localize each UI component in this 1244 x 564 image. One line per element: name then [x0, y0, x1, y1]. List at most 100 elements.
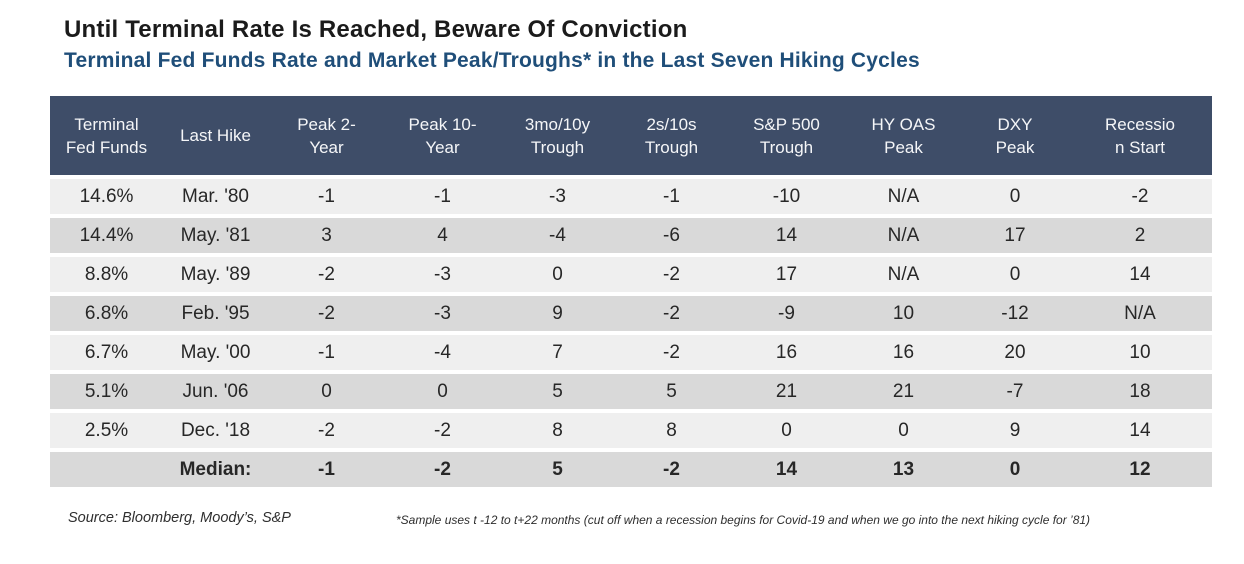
column-header: S&P 500 Trough: [728, 96, 845, 175]
table-cell: Dec. '18: [163, 413, 268, 448]
table-cell: 5.1%: [50, 374, 163, 409]
table-cell: 14: [1068, 257, 1212, 292]
column-header: Recessio n Start: [1068, 96, 1212, 175]
column-header: Terminal Fed Funds: [50, 96, 163, 175]
table-cell: -10: [728, 179, 845, 214]
table-row: 8.8% May. '89 -2 -3 0 -2 17 N/A 0 14: [50, 257, 1212, 292]
table-cell: Feb. '95: [163, 296, 268, 331]
table-cell: Median:: [163, 452, 268, 487]
table-cell: 9: [962, 413, 1068, 448]
table-cell: N/A: [845, 179, 962, 214]
table-cell: Mar. '80: [163, 179, 268, 214]
table-cell: 8.8%: [50, 257, 163, 292]
median-row: Median: -1 -2 5 -2 14 13 0 12: [50, 452, 1212, 487]
table-cell: May. '81: [163, 218, 268, 253]
table-cell: -2: [385, 413, 500, 448]
table-cell: -2: [268, 413, 385, 448]
table-cell: 17: [962, 218, 1068, 253]
table-cell: 0: [385, 374, 500, 409]
table-body: 14.6% Mar. '80 -1 -1 -3 -1 -10 N/A 0 -2 14.4% May. …: [50, 179, 1212, 487]
column-header: Last Hike: [163, 96, 268, 175]
table-cell: -1: [268, 335, 385, 370]
table-row: 6.8% Feb. '95 -2 -3 9 -2 -9 10 -12 N/A: [50, 296, 1212, 331]
table-cell: 14: [728, 452, 845, 487]
table-cell: -3: [500, 179, 615, 214]
table-cell: 4: [385, 218, 500, 253]
table-cell: 6.7%: [50, 335, 163, 370]
page-subtitle: Terminal Fed Funds Rate and Market Peak/…: [64, 49, 920, 72]
table-cell: -4: [385, 335, 500, 370]
table-cell: 5: [500, 374, 615, 409]
page-title: Until Terminal Rate Is Reached, Beware O…: [64, 16, 688, 43]
column-header: DXY Peak: [962, 96, 1068, 175]
table-cell: 0: [962, 452, 1068, 487]
table-header-row: Terminal Fed Funds Last Hike Peak 2- Year P…: [50, 96, 1212, 175]
table-cell: 7: [500, 335, 615, 370]
table-row: 14.4% May. '81 3 4 -4 -6 14 N/A 17 2: [50, 218, 1212, 253]
table-cell: 6.8%: [50, 296, 163, 331]
table-cell: 13: [845, 452, 962, 487]
table-cell: -2: [615, 257, 728, 292]
table-cell: -2: [268, 257, 385, 292]
table-cell: 5: [615, 374, 728, 409]
table-cell: 0: [728, 413, 845, 448]
table-cell: 14.6%: [50, 179, 163, 214]
table-cell: 16: [845, 335, 962, 370]
table-cell: 0: [500, 257, 615, 292]
column-header: 2s/10s Trough: [615, 96, 728, 175]
table-cell: -6: [615, 218, 728, 253]
table-cell: 0: [962, 179, 1068, 214]
table-cell: 18: [1068, 374, 1212, 409]
table-cell: -2: [615, 335, 728, 370]
table-cell: N/A: [845, 257, 962, 292]
table-cell: -9: [728, 296, 845, 331]
table-row: 5.1% Jun. '06 0 0 5 5 21 21 -7 18: [50, 374, 1212, 409]
table-cell: 14: [1068, 413, 1212, 448]
table-cell: -3: [385, 257, 500, 292]
table-cell: -12: [962, 296, 1068, 331]
source-note: Source: Bloomberg, Moody’s, S&P: [68, 510, 291, 526]
table-cell: 2.5%: [50, 413, 163, 448]
table-cell: 10: [845, 296, 962, 331]
column-header: Peak 10- Year: [385, 96, 500, 175]
table-cell: 0: [845, 413, 962, 448]
table-cell: -1: [615, 179, 728, 214]
table-cell: N/A: [1068, 296, 1212, 331]
table-cell: 21: [728, 374, 845, 409]
table-cell: 12: [1068, 452, 1212, 487]
table-cell: 14: [728, 218, 845, 253]
column-header: 3mo/10y Trough: [500, 96, 615, 175]
sample-footnote: *Sample uses t -12 to t+22 months (cut o…: [396, 513, 1091, 527]
table-cell: -4: [500, 218, 615, 253]
table-cell: [50, 452, 163, 487]
table-cell: 5: [500, 452, 615, 487]
table-cell: -1: [385, 179, 500, 214]
table-cell: N/A: [845, 218, 962, 253]
table-cell: 21: [845, 374, 962, 409]
table-cell: 10: [1068, 335, 1212, 370]
table-cell: May. '00: [163, 335, 268, 370]
table-cell: -1: [268, 179, 385, 214]
table-cell: 9: [500, 296, 615, 331]
table-cell: -1: [268, 452, 385, 487]
table-cell: -3: [385, 296, 500, 331]
table-cell: -2: [268, 296, 385, 331]
table-cell: 0: [268, 374, 385, 409]
table-cell: Jun. '06: [163, 374, 268, 409]
table-cell: -2: [1068, 179, 1212, 214]
table-row: 2.5% Dec. '18 -2 -2 8 8 0 0 9 14: [50, 413, 1212, 448]
column-header: HY OAS Peak: [845, 96, 962, 175]
table-cell: -7: [962, 374, 1068, 409]
table-cell: 3: [268, 218, 385, 253]
table-cell: -2: [615, 296, 728, 331]
table-cell: 17: [728, 257, 845, 292]
table-cell: 14.4%: [50, 218, 163, 253]
table-cell: 16: [728, 335, 845, 370]
table-cell: 20: [962, 335, 1068, 370]
hiking-cycles-table: Terminal Fed Funds Last Hike Peak 2- Year P…: [50, 92, 1212, 491]
table-cell: May. '89: [163, 257, 268, 292]
table-cell: 2: [1068, 218, 1212, 253]
table-cell: -2: [385, 452, 500, 487]
table-cell: 0: [962, 257, 1068, 292]
